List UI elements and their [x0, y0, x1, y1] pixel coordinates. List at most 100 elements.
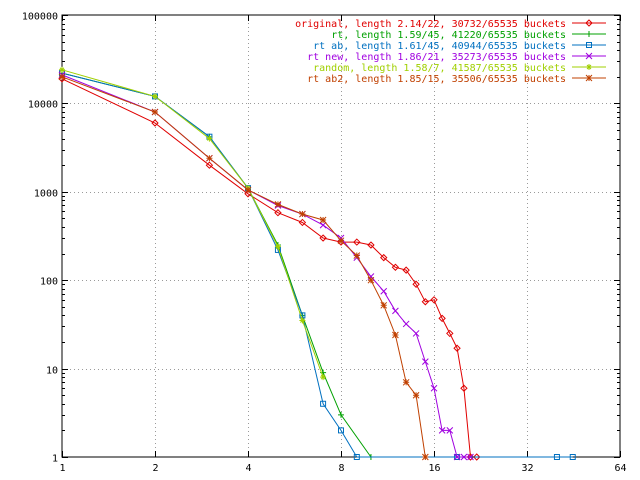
data-point	[59, 66, 65, 73]
data-point	[430, 296, 438, 304]
data-point	[421, 453, 429, 461]
data-point	[319, 216, 327, 224]
legend-label: original, length 2.14/22, 30732/65535 bu…	[295, 19, 566, 30]
data-point	[569, 454, 576, 460]
x-tick-label: 8	[338, 463, 344, 474]
data-point	[453, 344, 461, 352]
data-point	[402, 378, 410, 386]
data-point	[586, 31, 592, 37]
legend: original, length 2.14/22, 30732/65535 bu…	[295, 19, 606, 85]
data-point	[438, 427, 446, 434]
y-tick-label: 1000	[34, 189, 58, 200]
data-point	[446, 427, 454, 434]
data-point	[430, 384, 438, 392]
data-point	[421, 358, 429, 365]
data-point	[298, 218, 307, 227]
x-tick-label: 4	[245, 463, 251, 474]
data-point	[244, 186, 252, 194]
data-point	[453, 453, 461, 461]
axis-tick-labels: 1 2 4 8 16 32 64 1 10 100 1000 10000 100000	[22, 12, 627, 475]
data-point	[338, 427, 344, 434]
data-point	[460, 453, 468, 461]
data-point	[337, 237, 345, 245]
y-tick-label: 10	[46, 366, 58, 377]
data-point	[367, 241, 375, 249]
data-point	[586, 64, 592, 70]
x-tick-label: 16	[428, 463, 440, 474]
data-point	[412, 280, 420, 288]
data-point	[438, 314, 446, 323]
legend-label: rt, length 1.59/45, 41220/65535 buckets	[331, 30, 566, 41]
legend-marker	[585, 52, 593, 60]
data-point	[353, 454, 360, 460]
data-point	[353, 252, 361, 259]
data-point	[553, 454, 560, 460]
data-point	[473, 453, 481, 461]
legend-label: rt ab, length 1.61/45, 40944/65535 bucke…	[313, 41, 566, 52]
data-point	[206, 154, 213, 162]
legend-label: rt new, length 1.86/21, 35273/65535 buck…	[307, 52, 566, 63]
series-3	[59, 70, 576, 460]
series-1	[58, 75, 481, 461]
data-point	[319, 221, 327, 229]
data-point	[367, 276, 375, 284]
data-point	[151, 119, 159, 127]
series-line	[61, 78, 477, 458]
axis-ticks	[62, 15, 621, 458]
legend-label: random, length 1.58/7, 41587/65535 bucke…	[313, 63, 566, 74]
data-point	[206, 135, 213, 142]
data-point	[446, 329, 454, 338]
series-line	[61, 72, 573, 458]
data-point	[58, 73, 66, 81]
data-point	[205, 161, 214, 169]
data-point	[274, 209, 282, 217]
legend-label: rt ab2, length 1.85/15, 35506/65535 buck…	[307, 74, 566, 85]
data-point	[466, 453, 475, 461]
data-point	[392, 331, 399, 339]
data-point	[320, 374, 327, 381]
data-point	[299, 317, 306, 324]
legend-marker	[586, 31, 592, 37]
data-point	[152, 93, 158, 100]
y-tick-label: 100	[40, 277, 58, 288]
x-tick-label: 2	[152, 463, 158, 474]
data-point	[586, 42, 592, 48]
data-point	[353, 238, 361, 246]
y-tick-label: 1	[52, 454, 58, 465]
data-point	[412, 391, 420, 399]
data-point	[392, 307, 399, 315]
data-point	[391, 263, 400, 271]
data-point	[460, 384, 468, 392]
y-tick-label: 100000	[22, 12, 58, 23]
data-point	[380, 253, 388, 262]
data-point	[274, 243, 281, 250]
data-point	[319, 234, 327, 242]
data-point	[585, 74, 593, 82]
data-point	[380, 287, 388, 295]
data-point	[299, 210, 306, 218]
data-point	[402, 320, 410, 328]
data-point	[338, 411, 344, 418]
data-point	[585, 19, 593, 27]
legend-marker	[586, 64, 592, 70]
data-point	[585, 52, 593, 60]
data-point	[467, 453, 474, 461]
data-point	[380, 301, 388, 309]
y-tick-label: 10000	[28, 100, 58, 111]
x-tick-label: 32	[521, 463, 533, 474]
data-point	[412, 330, 420, 337]
data-point	[151, 108, 159, 116]
legend-marker	[586, 42, 592, 48]
data-point	[402, 266, 410, 274]
x-tick-label: 1	[59, 463, 65, 474]
grid	[62, 15, 620, 457]
x-tick-label: 64	[614, 463, 626, 474]
data-point	[421, 298, 430, 306]
series-6	[58, 73, 429, 461]
series-group	[58, 66, 576, 461]
legend-marker	[585, 74, 593, 82]
data-point	[274, 201, 282, 208]
data-point	[320, 400, 327, 407]
